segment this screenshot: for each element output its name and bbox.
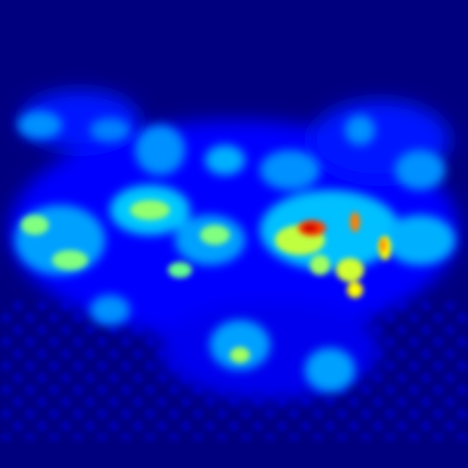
blob-layer-cyan [15,111,455,392]
blob-layer-hot [298,212,386,252]
